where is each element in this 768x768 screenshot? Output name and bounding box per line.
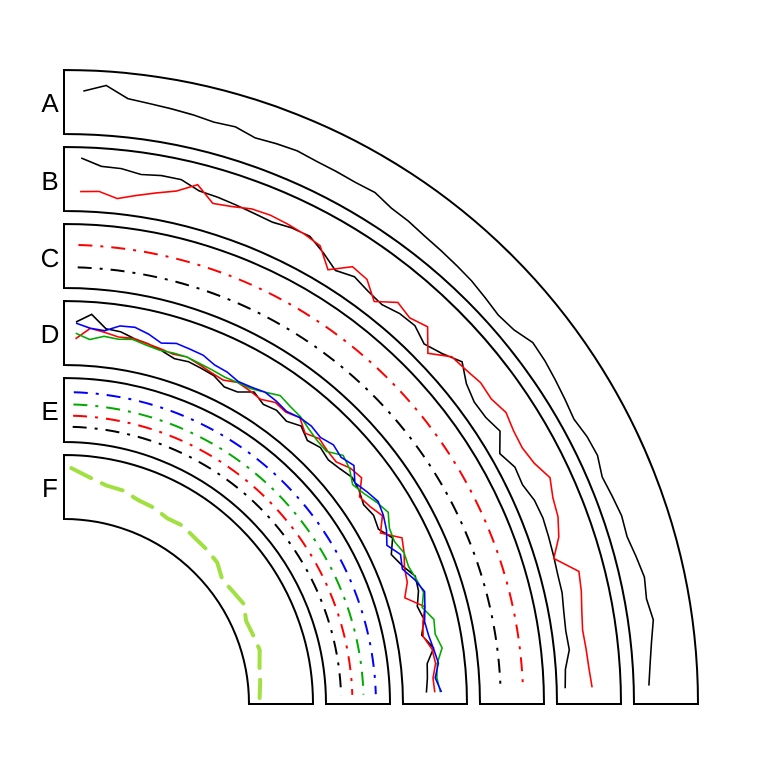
track-c-series-1 (78, 244, 524, 690)
track-d-series-1 (75, 313, 435, 693)
track-a-series-1 (83, 84, 655, 686)
track-frame-d (63, 299, 469, 705)
track-f-series-1 (69, 466, 263, 700)
track-frame-f (63, 453, 315, 705)
track-label-c: C (41, 243, 60, 273)
track-label-f: F (42, 473, 58, 503)
track-e-series-4 (72, 425, 343, 696)
track-label-b: B (41, 166, 58, 196)
track-label-d: D (41, 319, 60, 349)
track-e-series-2 (73, 403, 365, 695)
track-frame-e (63, 376, 392, 705)
track-label-a: A (41, 88, 59, 118)
track-b-series-2 (80, 183, 593, 688)
track-frame-b (63, 145, 623, 705)
track-series (69, 84, 655, 700)
track-frames (63, 68, 700, 705)
track-label-e: E (41, 396, 58, 426)
track-labels: A B C D E F (41, 88, 60, 503)
track-d-series-3 (75, 332, 443, 693)
track-frame-c (63, 222, 546, 705)
track-b-series-1 (80, 157, 571, 689)
track-d-series-4 (75, 322, 443, 693)
track-frame-a (63, 68, 700, 705)
track-e-series-3 (73, 414, 354, 695)
track-e-series-1 (73, 391, 377, 695)
